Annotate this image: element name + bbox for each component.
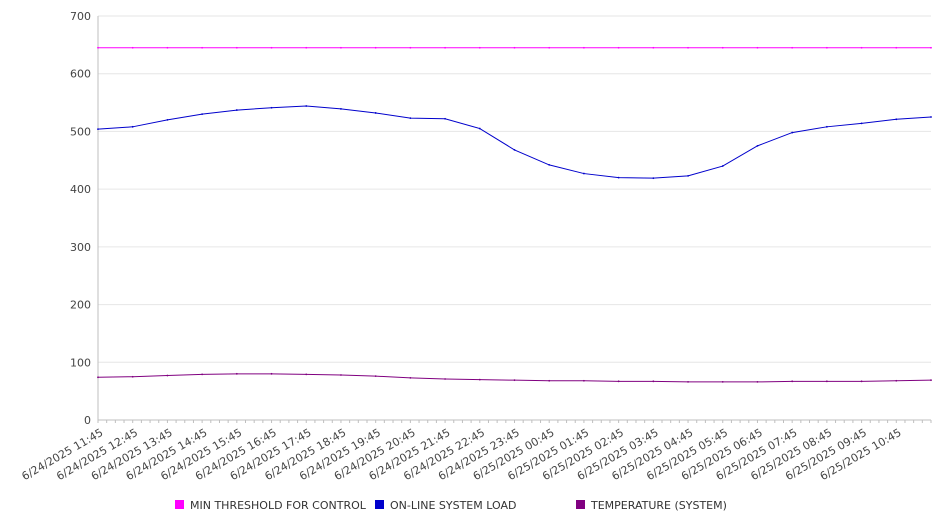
data-point bbox=[166, 118, 169, 121]
data-point bbox=[374, 46, 377, 49]
data-point bbox=[721, 46, 724, 49]
data-point bbox=[131, 46, 134, 49]
legend-swatch bbox=[175, 500, 184, 509]
data-point bbox=[166, 374, 169, 377]
data-point bbox=[340, 108, 342, 110]
data-point bbox=[305, 105, 308, 107]
data-point bbox=[513, 379, 516, 382]
data-point bbox=[374, 375, 377, 378]
data-point bbox=[756, 144, 759, 147]
y-tick-label: 0 bbox=[84, 414, 91, 427]
data-point bbox=[721, 165, 724, 167]
data-point bbox=[305, 373, 308, 376]
data-point bbox=[791, 46, 794, 49]
data-point bbox=[930, 116, 932, 118]
legend-label: TEMPERATURE (SYSTEM) bbox=[590, 499, 727, 512]
data-point bbox=[617, 176, 620, 179]
data-point bbox=[513, 46, 516, 49]
legend-label: MIN THRESHOLD FOR CONTROL bbox=[190, 499, 367, 512]
data-point bbox=[270, 372, 273, 375]
data-point bbox=[930, 46, 932, 49]
data-point bbox=[444, 46, 446, 49]
data-point bbox=[860, 122, 863, 125]
data-point bbox=[131, 125, 134, 128]
data-point bbox=[270, 106, 273, 109]
data-point bbox=[583, 46, 585, 49]
data-point bbox=[548, 164, 551, 166]
data-point bbox=[270, 46, 273, 49]
data-point bbox=[895, 46, 898, 49]
legend-swatch bbox=[576, 500, 585, 509]
data-point bbox=[201, 46, 204, 49]
data-point bbox=[860, 46, 863, 49]
data-point bbox=[825, 46, 828, 49]
data-point bbox=[825, 125, 828, 128]
data-point bbox=[895, 379, 898, 382]
data-point bbox=[235, 46, 238, 49]
data-point bbox=[791, 380, 794, 383]
data-point bbox=[756, 46, 759, 49]
data-point bbox=[444, 117, 446, 120]
data-point bbox=[374, 112, 377, 114]
y-tick-label: 600 bbox=[70, 68, 91, 81]
data-point bbox=[235, 372, 238, 375]
data-point bbox=[617, 46, 620, 49]
data-point bbox=[201, 113, 204, 116]
data-point bbox=[97, 46, 99, 49]
data-point bbox=[652, 46, 655, 49]
data-point bbox=[444, 378, 446, 380]
data-point bbox=[340, 374, 342, 376]
data-point bbox=[409, 376, 412, 379]
data-point bbox=[548, 379, 551, 382]
legend-label: ON-LINE SYSTEM LOAD bbox=[390, 499, 516, 512]
data-point bbox=[652, 177, 655, 180]
data-point bbox=[721, 381, 724, 383]
data-point bbox=[687, 381, 689, 383]
data-point bbox=[583, 379, 585, 382]
data-point bbox=[166, 46, 169, 49]
data-point bbox=[478, 378, 481, 381]
data-point bbox=[930, 379, 932, 382]
data-point bbox=[687, 174, 689, 177]
data-point bbox=[513, 148, 516, 151]
data-point bbox=[340, 46, 342, 49]
data-point bbox=[409, 46, 412, 49]
data-point bbox=[756, 381, 759, 383]
data-point bbox=[895, 118, 898, 121]
y-tick-label: 100 bbox=[70, 356, 91, 369]
data-point bbox=[791, 131, 794, 134]
y-tick-label: 700 bbox=[70, 10, 91, 23]
data-point bbox=[617, 380, 620, 383]
data-point bbox=[548, 46, 551, 49]
data-point bbox=[583, 172, 585, 175]
data-point bbox=[652, 380, 655, 383]
data-point bbox=[97, 128, 99, 131]
data-point bbox=[305, 46, 308, 49]
data-point bbox=[478, 46, 481, 49]
series-line bbox=[97, 105, 932, 179]
data-point bbox=[687, 46, 689, 49]
y-tick-label: 500 bbox=[70, 125, 91, 138]
data-point bbox=[409, 117, 412, 120]
y-tick-label: 200 bbox=[70, 299, 91, 312]
data-point bbox=[131, 375, 134, 378]
data-point bbox=[201, 373, 204, 376]
data-point bbox=[235, 109, 238, 111]
data-point bbox=[860, 380, 863, 383]
data-point bbox=[825, 380, 828, 383]
data-point bbox=[97, 376, 99, 379]
y-tick-label: 300 bbox=[70, 241, 91, 254]
data-point bbox=[478, 127, 481, 130]
y-tick-label: 400 bbox=[70, 183, 91, 196]
legend-swatch bbox=[375, 500, 384, 509]
